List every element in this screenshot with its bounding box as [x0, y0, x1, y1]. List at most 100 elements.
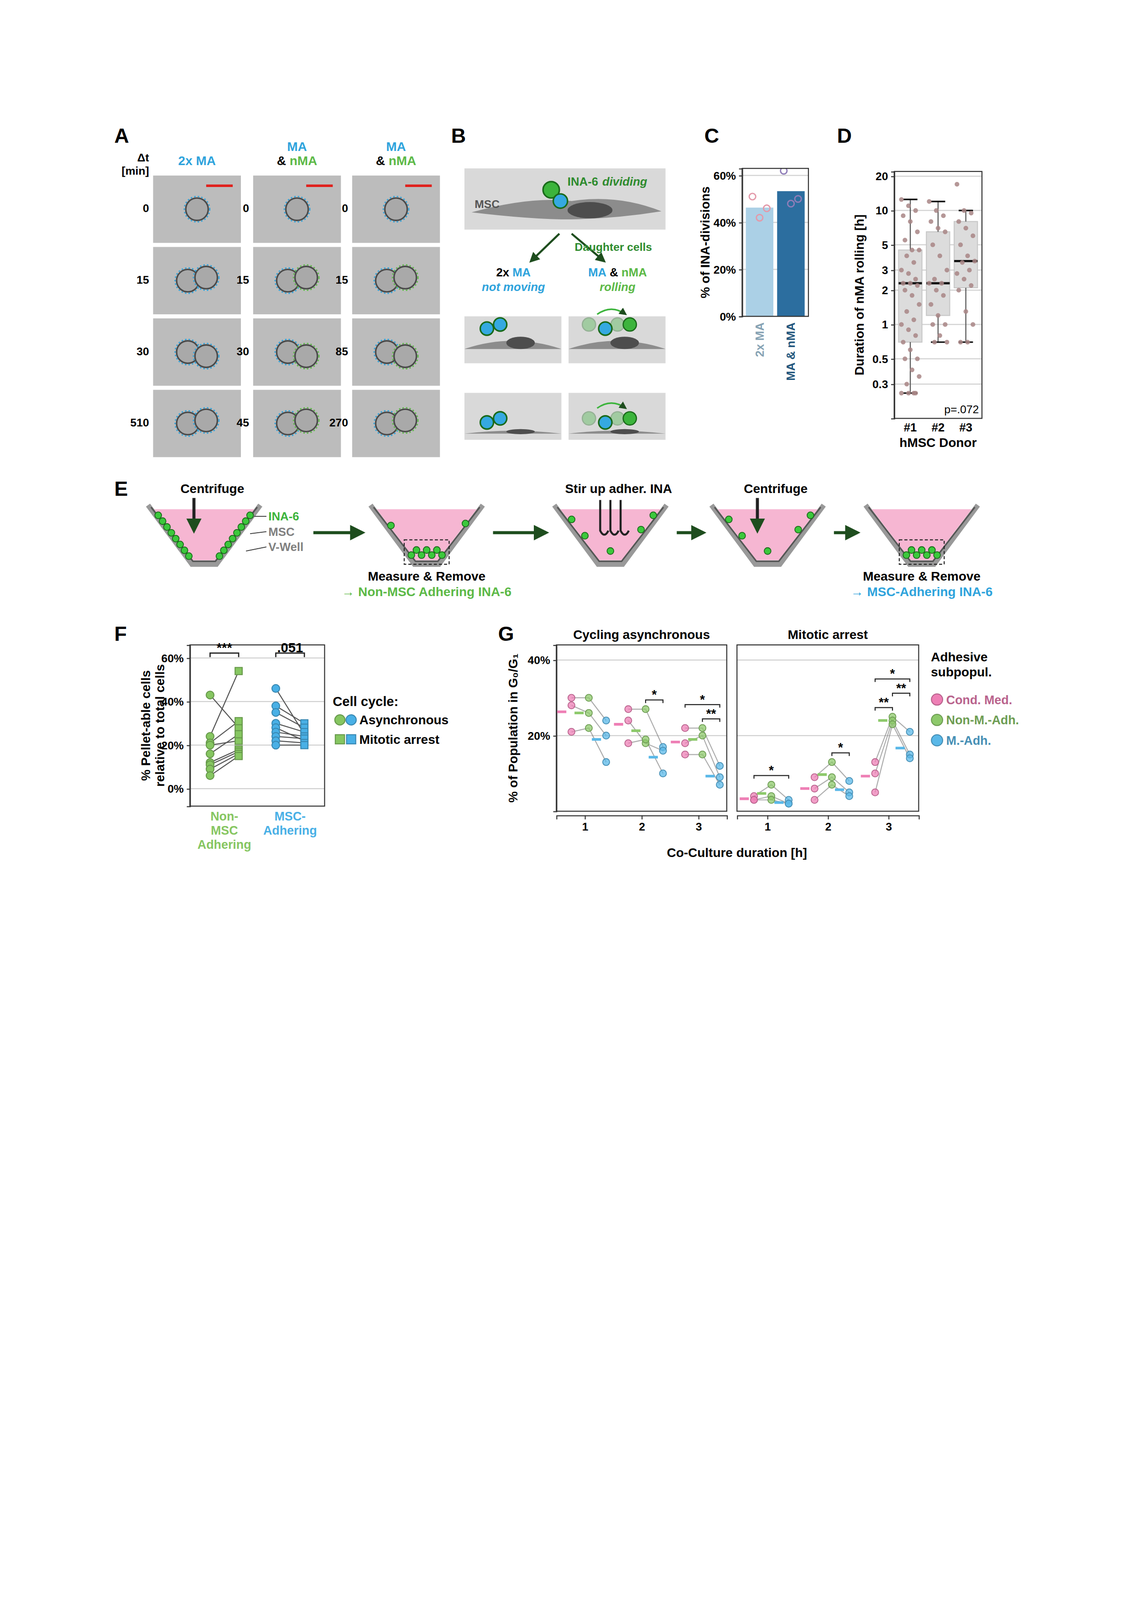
tick-label: 40% [527, 654, 551, 667]
tick-label: 20% [713, 263, 736, 277]
point [911, 317, 917, 323]
tick: 1 [881, 318, 895, 331]
box [898, 250, 922, 343]
label: → MSC-Adhering INA-6 [850, 584, 993, 600]
tick: 40% [527, 654, 557, 667]
ina-cell [582, 318, 596, 332]
point [845, 777, 853, 785]
cell [285, 198, 308, 221]
sketch [464, 316, 562, 364]
ina-cell [480, 322, 494, 336]
whisker [937, 315, 939, 343]
pointer [245, 547, 267, 552]
mean [817, 773, 827, 777]
point [234, 752, 243, 761]
point [871, 789, 879, 797]
label: V-Well [268, 540, 304, 554]
label: MSC [268, 525, 295, 539]
point [234, 717, 243, 726]
tick-mark [186, 658, 190, 660]
well-wall [711, 505, 824, 565]
text-part: INA-6 [567, 175, 599, 188]
text-part: MA [286, 139, 307, 154]
point [911, 260, 917, 265]
time-label: 15 [236, 273, 250, 287]
sketch [568, 309, 666, 364]
micrograph [352, 390, 440, 458]
arrow [676, 531, 704, 535]
legend-label: Mitotic arrest [359, 732, 440, 747]
tick-mark [186, 788, 190, 790]
significance: .051 [276, 640, 303, 656]
point [963, 225, 969, 231]
ina-cell [181, 547, 188, 554]
well [370, 505, 483, 565]
axis: 0.30.512351020 [872, 170, 895, 419]
point [206, 691, 214, 700]
ina-cell [598, 322, 612, 336]
tick-label: 40% [713, 216, 736, 230]
point [699, 732, 706, 740]
arrow [493, 531, 547, 535]
micrograph [253, 318, 341, 387]
axis-line [186, 645, 191, 807]
axis-title: % Pellet-able cells [138, 670, 153, 781]
tick: 1 [764, 815, 772, 834]
box [926, 231, 950, 316]
tick-mark [553, 660, 557, 662]
text-part: MA [588, 266, 607, 279]
axis-title: hMSC Donor [899, 435, 977, 450]
point [780, 168, 788, 174]
figure: AΔt[min]2x MA01530510MA& nMA0153045MA& n… [0, 0, 1132, 1600]
ina-cell [913, 552, 921, 559]
point [965, 253, 971, 259]
text-part: & [606, 266, 622, 279]
point [794, 195, 802, 203]
point [681, 740, 689, 747]
tick: 2 [825, 815, 832, 834]
ina-cell [918, 547, 926, 554]
measure-box [899, 540, 945, 565]
point [907, 281, 913, 286]
stir [620, 500, 629, 535]
text-part: MSC- [274, 809, 307, 824]
tick-mark [186, 701, 190, 703]
ina-cell [923, 552, 931, 559]
label: Measure & Remove [862, 569, 981, 584]
label: INA-6 [268, 510, 299, 523]
tick-label: 2 [825, 820, 832, 834]
sketch [464, 392, 562, 440]
point [585, 694, 593, 702]
point [641, 736, 649, 744]
time-label: 0 [242, 202, 250, 215]
point [916, 302, 922, 307]
axis-title: % of INA-divisions [698, 186, 713, 299]
well [711, 505, 824, 565]
label: D [836, 124, 852, 147]
point [965, 339, 971, 345]
point [902, 356, 908, 361]
text-part: Non- [210, 809, 239, 824]
medium [154, 509, 255, 561]
label: A [114, 124, 130, 147]
point [206, 772, 214, 780]
point [828, 758, 836, 766]
point [932, 339, 937, 345]
point [935, 312, 941, 318]
point [785, 800, 793, 808]
point [750, 796, 758, 804]
ina-cell [172, 535, 180, 543]
point [904, 381, 909, 387]
ina-cell [233, 529, 241, 537]
ina-cell [480, 416, 494, 430]
point [970, 233, 976, 239]
tick: 60% [713, 169, 743, 183]
well [147, 505, 261, 565]
point [970, 322, 976, 327]
time-label: 85 [335, 345, 349, 358]
point [898, 322, 904, 327]
label: B [451, 124, 466, 147]
point [871, 770, 879, 778]
sketch [568, 392, 666, 440]
measure-box [404, 540, 449, 565]
